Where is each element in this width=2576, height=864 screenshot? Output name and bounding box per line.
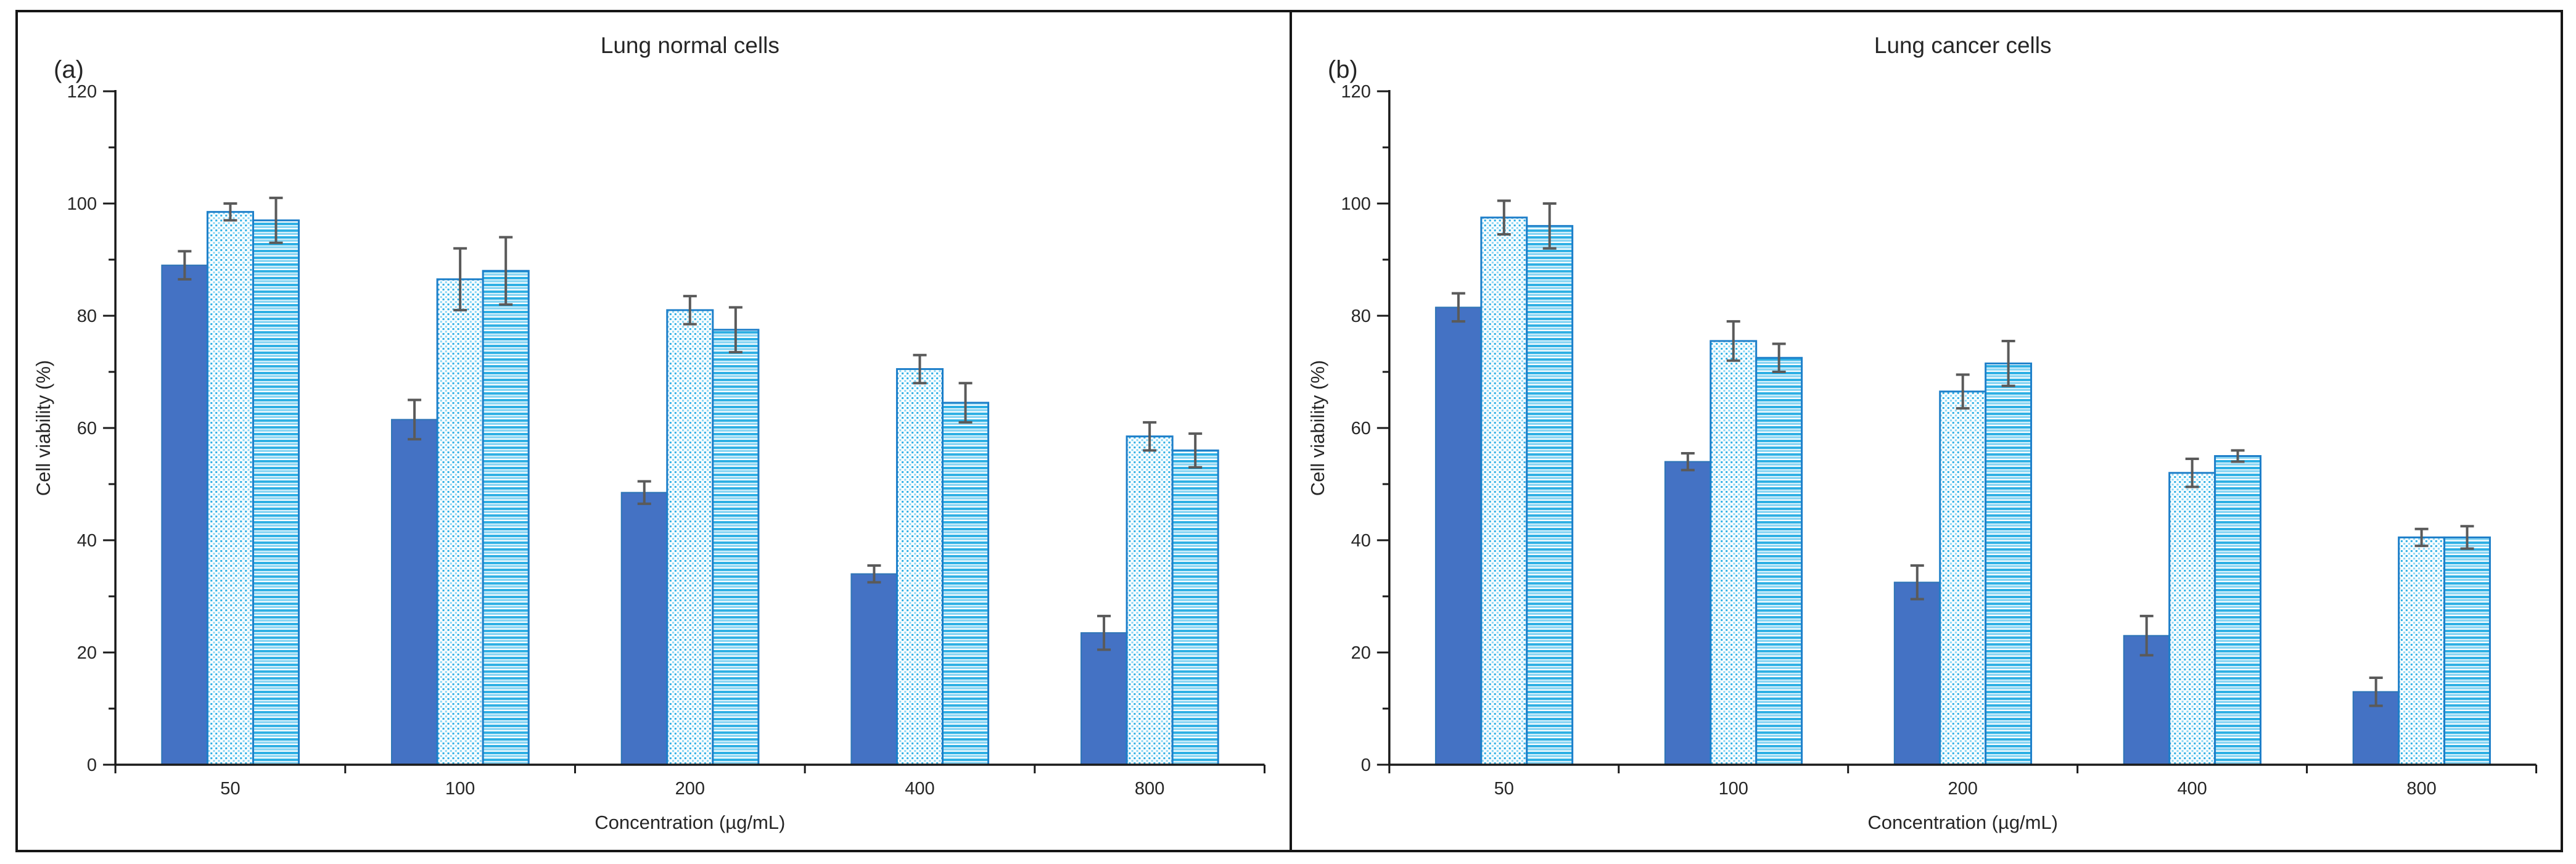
bar-b-200-striped-pattern xyxy=(1984,362,2032,766)
bar-a-400-dotted-pattern xyxy=(895,368,944,766)
x-axis-title-b: Concentration (µg/mL) xyxy=(1867,812,2058,833)
bar-a-100-striped-pattern xyxy=(482,269,530,766)
y-tick-label-40: 40 xyxy=(77,531,97,551)
bar-b-100-striped-pattern xyxy=(1755,356,1803,766)
bar-a-200-solid-blue xyxy=(620,492,668,766)
bar-a-50-dotted-pattern xyxy=(206,211,254,766)
bar-a-200-striped-pattern xyxy=(712,329,760,766)
bar-a-800-solid-blue xyxy=(1080,632,1128,766)
y-tick-label-100: 100 xyxy=(1341,194,1370,214)
bar-a-200-dotted-pattern xyxy=(666,309,714,766)
bar-a-800-dotted-pattern xyxy=(1125,435,1174,766)
x-tick-label-b-800: 800 xyxy=(2406,779,2436,799)
y-tick-label-80: 80 xyxy=(1351,307,1370,326)
x-tick-label-a-800: 800 xyxy=(1135,779,1164,799)
bar-a-100-solid-blue xyxy=(391,419,438,765)
chart-title-a: Lung normal cells xyxy=(601,32,780,58)
panel-label-b: (b) xyxy=(1327,56,1357,83)
bar-b-50-solid-blue xyxy=(1434,307,1482,766)
bar-chart-a: (a) Lung normal cells 0 20 40 60 80 100 120 50 100… xyxy=(33,32,1265,833)
y-tick-label-20: 20 xyxy=(77,643,97,663)
figure-frame: (a) Lung normal cells 0 20 40 60 80 100 120 50 100… xyxy=(15,10,2563,852)
x-tick-label-a-200: 200 xyxy=(675,779,705,799)
x-tick-label-b-50: 50 xyxy=(1494,779,1513,799)
bar-b-100-solid-blue xyxy=(1664,461,1711,765)
bar-a-400-solid-blue xyxy=(850,573,898,765)
y-tick-label-0: 0 xyxy=(1360,755,1370,775)
bar-b-400-striped-pattern xyxy=(2213,455,2261,766)
y-tick-label-100: 100 xyxy=(67,194,97,214)
x-axis-title-a: Concentration (µg/mL) xyxy=(595,812,785,833)
x-tick-label-a-100: 100 xyxy=(445,779,475,799)
x-tick-label-b-200: 200 xyxy=(1948,779,1977,799)
y-axis-title-a: Cell viability (%) xyxy=(33,360,54,496)
bar-a-800-striped-pattern xyxy=(1171,449,1219,766)
bar-b-50-dotted-pattern xyxy=(1479,216,1528,766)
panel-label-a: (a) xyxy=(54,56,84,83)
y-tick-label-0: 0 xyxy=(87,755,97,775)
y-tick-label-60: 60 xyxy=(77,419,97,438)
bar-b-800-striped-pattern xyxy=(2443,536,2491,766)
bar-b-50-striped-pattern xyxy=(1525,224,1573,766)
x-tick-label-a-400: 400 xyxy=(905,779,934,799)
y-tick-label-60: 60 xyxy=(1351,419,1370,438)
y-tick-label-20: 20 xyxy=(1351,643,1370,663)
bar-a-50-solid-blue xyxy=(161,265,208,766)
chart-panel-a: (a) Lung normal cells 0 20 40 60 80 100 120 50 100… xyxy=(18,12,1290,850)
chart-panel-b: (b) Lung cancer cells 0 20 40 60 80 100 120 50 100… xyxy=(1289,12,2561,850)
y-axis-title-b: Cell viability (%) xyxy=(1306,360,1328,496)
bar-b-200-dotted-pattern xyxy=(1938,390,1986,766)
x-tick-label-a-50: 50 xyxy=(220,779,240,799)
y-tick-label-120: 120 xyxy=(1341,82,1370,102)
bar-a-50-striped-pattern xyxy=(252,219,300,766)
y-tick-label-40: 40 xyxy=(1351,531,1370,551)
bar-a-100-dotted-pattern xyxy=(436,278,484,766)
bar-b-400-dotted-pattern xyxy=(2168,472,2216,766)
y-tick-label-80: 80 xyxy=(77,307,97,326)
chart-title-b: Lung cancer cells xyxy=(1874,33,2051,58)
bar-b-100-dotted-pattern xyxy=(1709,340,1757,766)
x-tick-label-b-100: 100 xyxy=(1718,779,1748,799)
y-tick-label-120: 120 xyxy=(67,82,97,102)
bar-a-400-striped-pattern xyxy=(941,401,990,766)
x-tick-label-b-400: 400 xyxy=(2177,779,2207,799)
bar-b-200-solid-blue xyxy=(1893,582,1941,765)
bar-b-800-dotted-pattern xyxy=(2397,536,2445,766)
bar-chart-b: (b) Lung cancer cells 0 20 40 60 80 100 120 50 100… xyxy=(1306,33,2537,833)
